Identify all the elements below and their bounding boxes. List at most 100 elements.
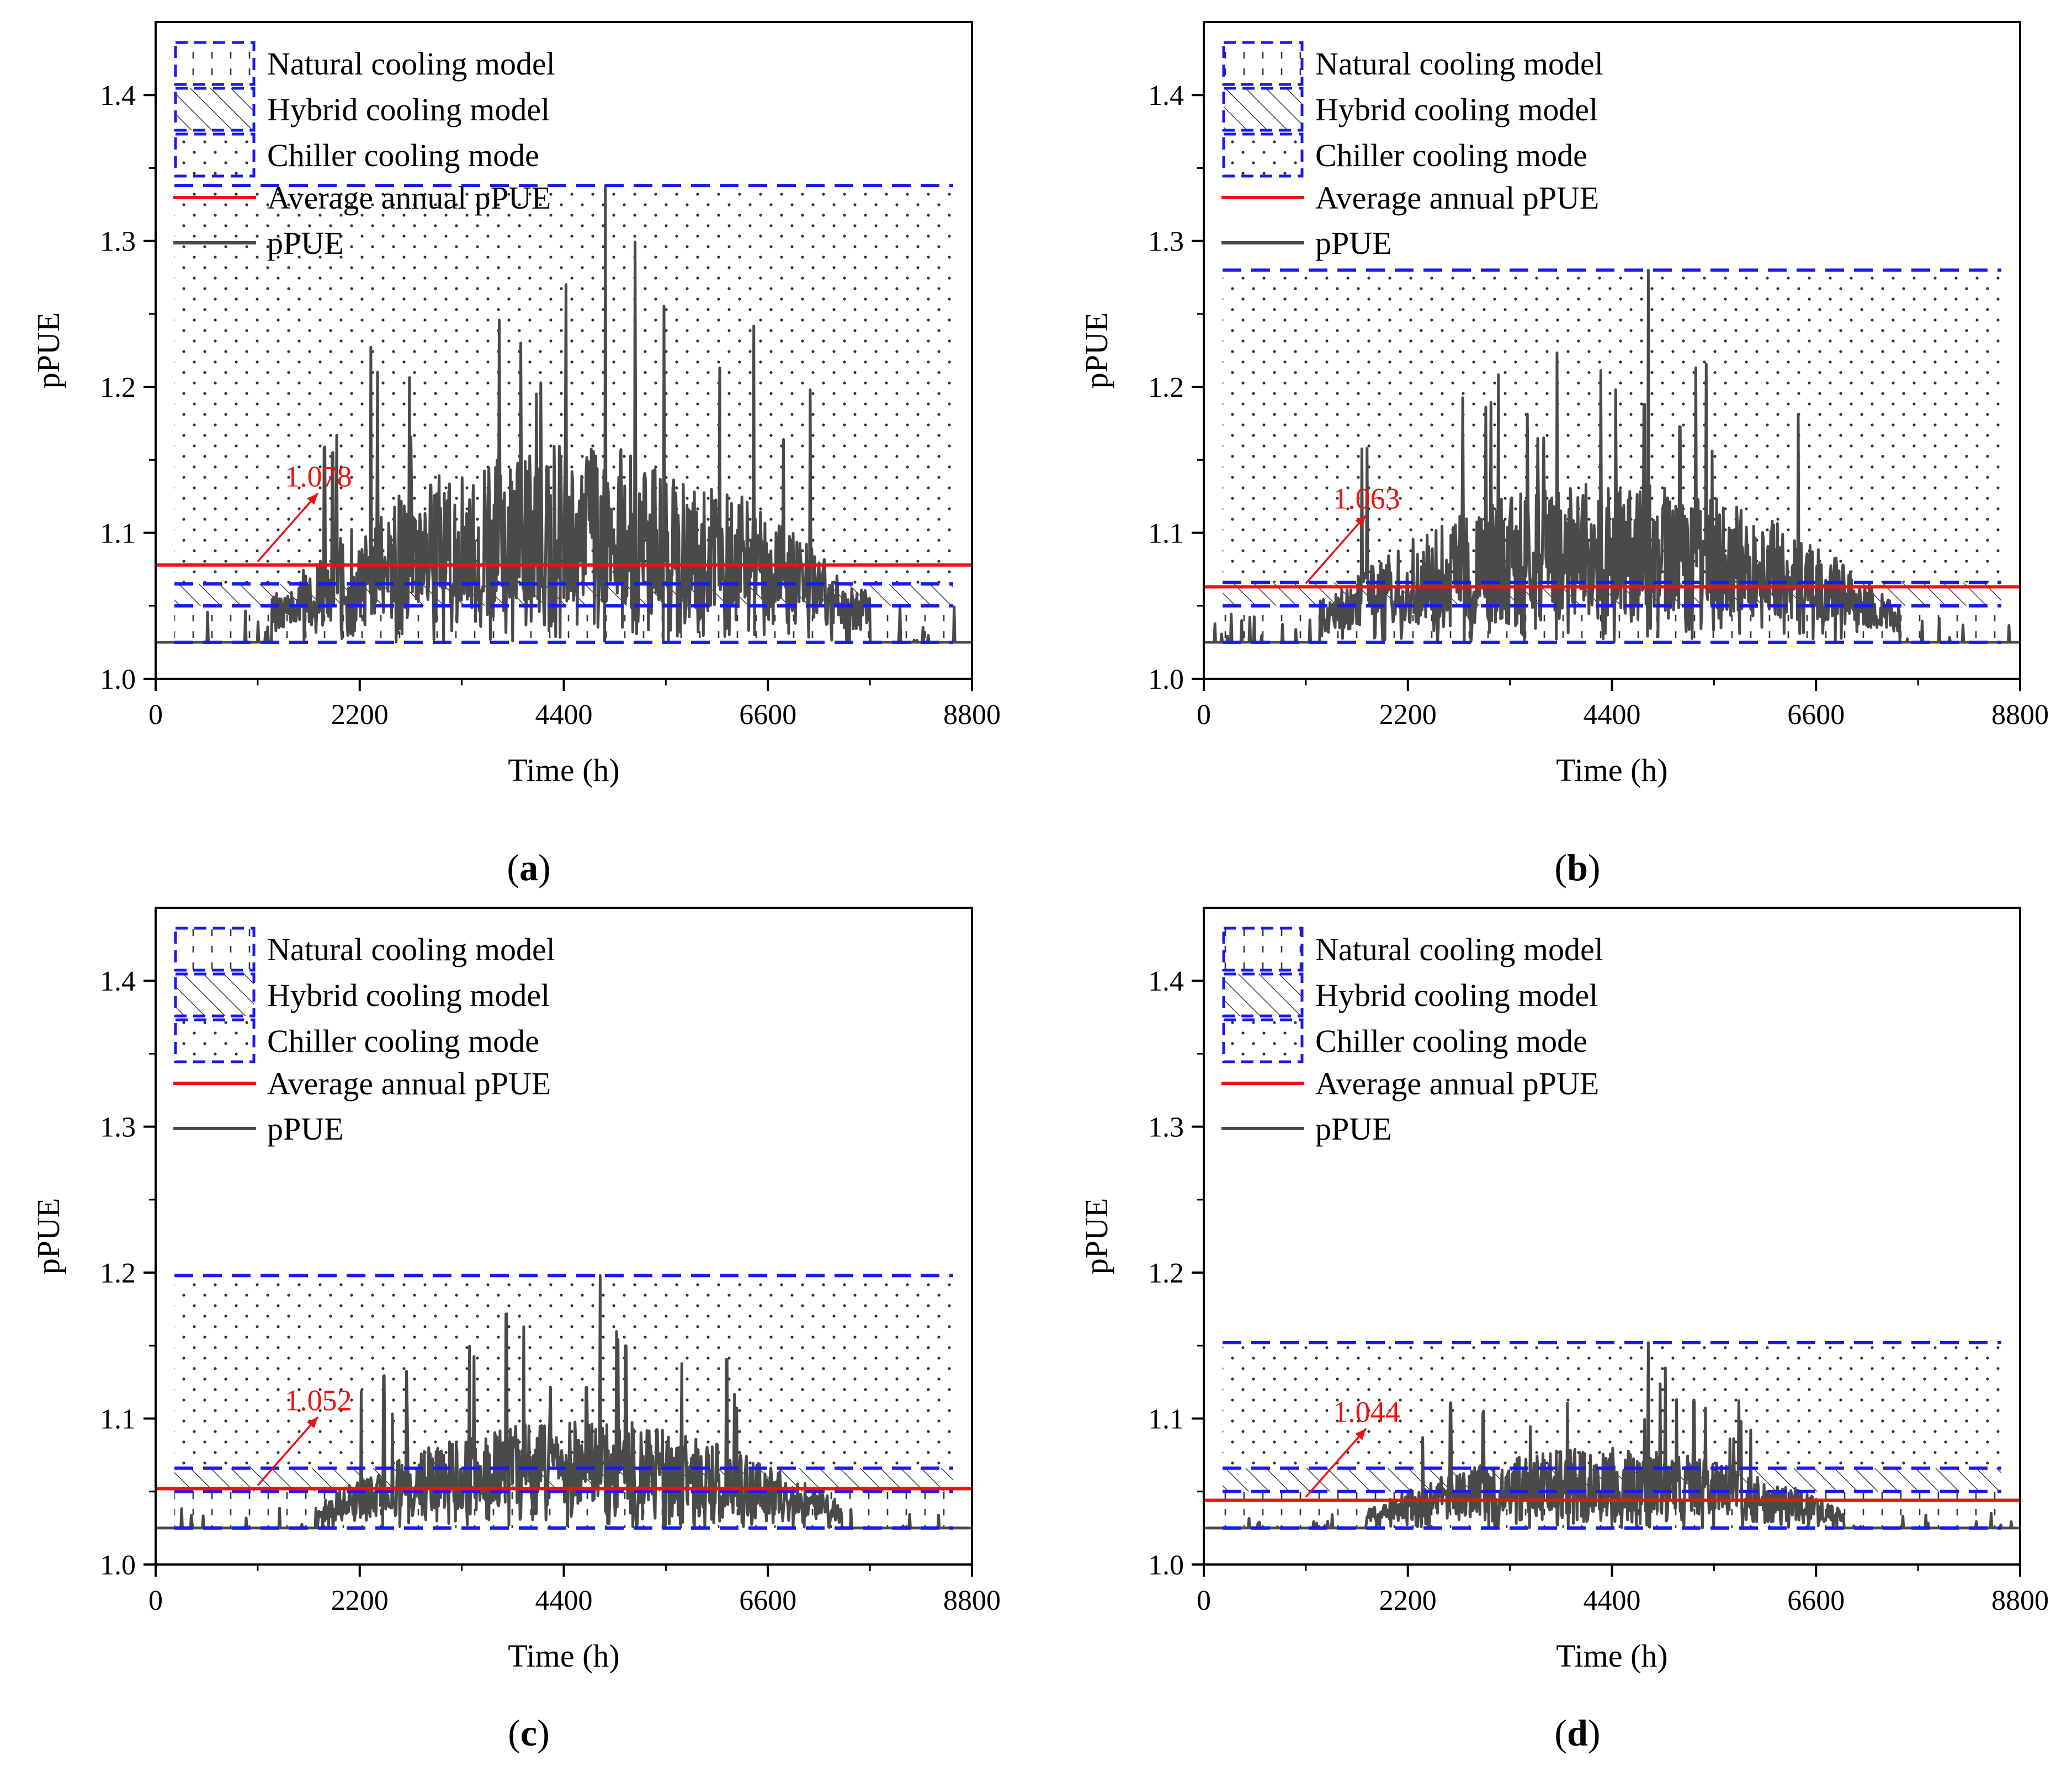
y-tick-label: 1.2 (1148, 1258, 1184, 1289)
y-tick-label: 1.2 (1148, 372, 1184, 403)
panel-caption: (d) (1554, 1712, 1600, 1754)
legend-swatch-chiller (1222, 132, 1304, 178)
annotation-arrowhead (307, 1417, 318, 1429)
x-tick-label: 8800 (1991, 699, 2049, 731)
legend-label: Hybrid cooling model (267, 92, 550, 127)
legend-label: Chiller cooling mode (267, 1023, 539, 1059)
y-tick-label: 1.1 (100, 518, 136, 550)
caption-open-paren: ( (1554, 847, 1567, 888)
legend-label: Hybrid cooling model (1315, 92, 1598, 127)
y-tick-label: 1.2 (100, 372, 136, 403)
x-axis-title: Time (h) (508, 752, 620, 788)
caption-close-paren: ) (1588, 1712, 1601, 1754)
x-tick-label: 4400 (535, 1585, 593, 1616)
y-tick-label: 1.3 (1148, 226, 1184, 258)
x-tick-label: 2200 (1379, 1585, 1437, 1616)
ppue-series (1204, 269, 2020, 644)
caption-close-paren: ) (1588, 847, 1601, 888)
x-tick-label: 8800 (943, 1585, 1001, 1616)
legend-label: pPUE (267, 225, 344, 261)
panel-caption: (a) (507, 847, 550, 888)
y-axis-title: pPUE (30, 1198, 66, 1275)
x-tick-label: 0 (148, 699, 163, 731)
legend: Natural cooling model Hybrid cooling mode… (173, 41, 555, 261)
y-axis-title: pPUE (30, 312, 66, 389)
average-annotation: 1.078 (285, 460, 352, 493)
ppue-series (156, 184, 972, 644)
caption-letter: d (1567, 1712, 1588, 1754)
legend-label: Chiller cooling mode (1315, 1023, 1587, 1059)
caption-letter: a (519, 847, 538, 888)
x-tick-label: 6600 (739, 1585, 796, 1616)
panel-caption: (c) (508, 1712, 550, 1754)
x-tick-label: 2200 (331, 699, 389, 731)
average-annotation: 1.063 (1333, 482, 1400, 515)
x-tick-label: 8800 (943, 699, 1001, 731)
y-tick-label: 1.2 (100, 1258, 136, 1289)
y-tick-label: 1.0 (1148, 1550, 1184, 1581)
annotation-arrow (257, 492, 319, 562)
y-tick-label: 1.3 (1148, 1112, 1184, 1143)
x-axis-title: Time (h) (1556, 1638, 1668, 1674)
y-tick-label: 1.4 (100, 966, 136, 997)
x-tick-label: 0 (148, 1585, 163, 1616)
y-tick-label: 1.1 (1148, 518, 1184, 550)
chart-panel-d: 1.044 0 2200 4400 6600 8800 1.0 1.1 1.2 1.3 1.4 Tim… (1078, 907, 2049, 1754)
y-tick-label: 1.4 (100, 80, 136, 111)
legend-swatch-hybrid (174, 87, 256, 132)
legend: Natural cooling model Hybrid cooling mode… (1221, 41, 1603, 261)
caption-close-paren: ) (537, 1712, 550, 1754)
y-tick-label: 1.3 (100, 226, 136, 258)
y-tick-label: 1.3 (100, 1112, 136, 1143)
chart-panel-a: 1.078 0 2200 4400 6600 8800 1.0 1.1 1.2 1.3 1.4 Tim… (30, 21, 1001, 888)
x-tick-label: 0 (1197, 1585, 1211, 1616)
caption-open-paren: ( (508, 1712, 520, 1754)
x-tick-label: 4400 (1584, 699, 1641, 731)
x-tick-label: 4400 (535, 699, 593, 731)
legend-label: Hybrid cooling model (1315, 977, 1598, 1013)
x-axis-title: Time (h) (508, 1638, 620, 1674)
y-tick-label: 1.0 (100, 664, 136, 695)
legend-label: Average annual pPUE (267, 180, 551, 216)
y-axis-title: pPUE (1078, 312, 1114, 389)
x-tick-label: 2200 (331, 1585, 389, 1616)
legend-swatch-hybrid (174, 972, 256, 1018)
average-annotation: 1.044 (1333, 1396, 1400, 1429)
legend-swatch-natural (174, 41, 256, 86)
annotation-arrow (1305, 514, 1367, 584)
y-tick-label: 1.0 (1148, 664, 1184, 695)
legend-label: Chiller cooling mode (1315, 137, 1587, 173)
legend-label: Natural cooling model (267, 932, 555, 967)
x-tick-label: 4400 (1584, 1585, 1641, 1616)
x-tick-label: 6600 (739, 699, 796, 731)
panel-caption: (b) (1554, 847, 1600, 888)
legend: Natural cooling model Hybrid cooling mode… (1221, 927, 1603, 1147)
legend-swatch-chiller (174, 132, 256, 178)
annotation-arrowhead (1355, 1428, 1367, 1440)
legend-label: pPUE (267, 1111, 344, 1147)
legend-label: pPUE (1315, 1111, 1392, 1147)
average-annotation: 1.052 (285, 1383, 352, 1417)
plot-area (1204, 268, 2020, 644)
chart-panel-b: 1.063 0 2200 4400 6600 8800 1.0 1.1 1.2 1.3 1.4 Tim… (1078, 21, 2049, 888)
caption-letter: c (520, 1712, 537, 1754)
annotation-arrow (1305, 1428, 1367, 1498)
y-tick-label: 1.1 (100, 1404, 136, 1435)
plot-area (1204, 1341, 2020, 1530)
legend-label: Average annual pPUE (267, 1066, 551, 1101)
y-tick-label: 1.1 (1148, 1404, 1184, 1435)
x-tick-label: 6600 (1787, 1585, 1845, 1616)
annotation-arrowhead (307, 493, 318, 505)
x-tick-label: 2200 (1379, 699, 1437, 731)
caption-open-paren: ( (507, 847, 519, 888)
legend-label: Hybrid cooling model (267, 977, 550, 1013)
legend-label: Natural cooling model (1315, 46, 1603, 82)
legend-swatch-hybrid (1222, 87, 1304, 132)
x-tick-label: 8800 (1991, 1585, 2049, 1616)
legend-label: Natural cooling model (267, 46, 555, 82)
caption-letter: b (1567, 847, 1588, 888)
plot-area (156, 184, 972, 644)
legend-label: Average annual pPUE (1315, 180, 1599, 216)
x-tick-label: 6600 (1787, 699, 1845, 731)
legend-label: Natural cooling model (1315, 932, 1603, 967)
